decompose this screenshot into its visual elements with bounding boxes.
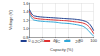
svg-text:1.4: 1.4 [23,9,29,14]
svg-text:Voltage (V): Voltage (V) [8,9,13,29]
svg-text:0: 0 [28,37,31,43]
svg-text:1C: 1C [55,39,60,44]
svg-text:2C: 2C [75,39,80,44]
svg-text:0.8: 0.8 [22,34,29,40]
svg-text:80: 80 [78,37,83,43]
svg-text:0.2C: 0.2C [32,39,41,44]
svg-text:Capacity (%): Capacity (%) [50,47,74,52]
svg-text:1.0: 1.0 [23,26,29,31]
svg-text:1.2: 1.2 [23,18,29,23]
svg-text:100: 100 [90,38,97,43]
svg-text:1.6: 1.6 [23,1,29,6]
svg-text:20: 20 [40,37,45,43]
